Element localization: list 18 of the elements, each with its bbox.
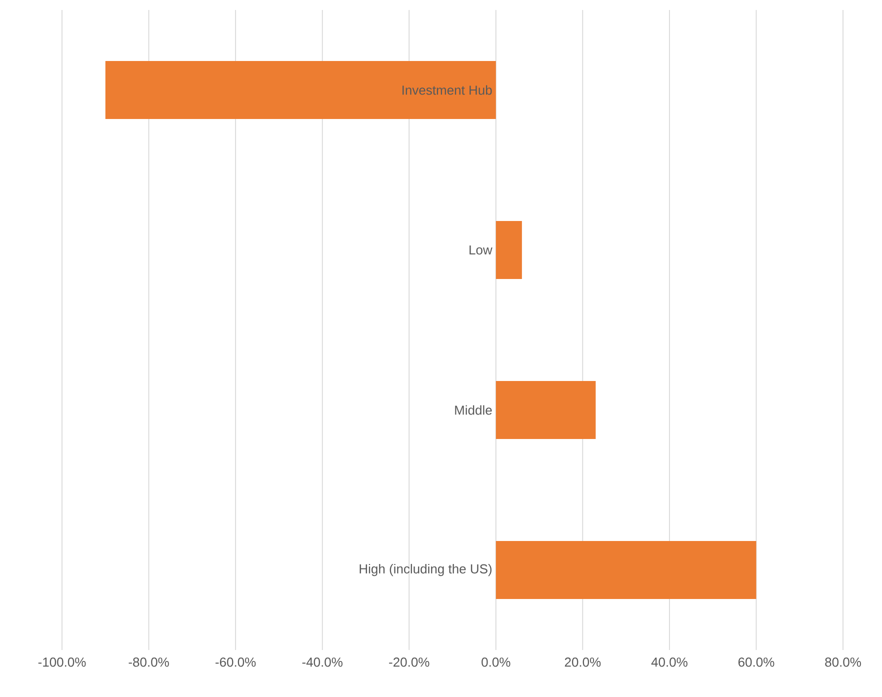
bar	[496, 381, 596, 440]
bar	[496, 221, 522, 280]
x-tick-label: -40.0%	[302, 658, 342, 667]
x-tick-label: 40.0%	[651, 658, 688, 667]
x-tick-label: 0.0%	[482, 658, 510, 667]
y-tick-label: Investment Hub	[402, 85, 492, 95]
y-tick-label: High (including the US)	[360, 564, 492, 576]
x-tick-label: 60.0%	[738, 658, 774, 667]
y-tick-label: Middle	[455, 405, 492, 415]
x-tick-label: 80.0%	[825, 658, 861, 667]
bar	[496, 541, 756, 600]
x-tick-label: -20.0%	[389, 658, 430, 667]
y-tick-label: Low	[470, 245, 492, 255]
x-tick-label: -60.0%	[216, 658, 256, 667]
x-tick-label: -100.0%	[38, 658, 86, 667]
x-tick-label: -80.0%	[128, 658, 169, 667]
x-tick-label: 20.0%	[564, 658, 601, 667]
bar	[105, 61, 496, 120]
